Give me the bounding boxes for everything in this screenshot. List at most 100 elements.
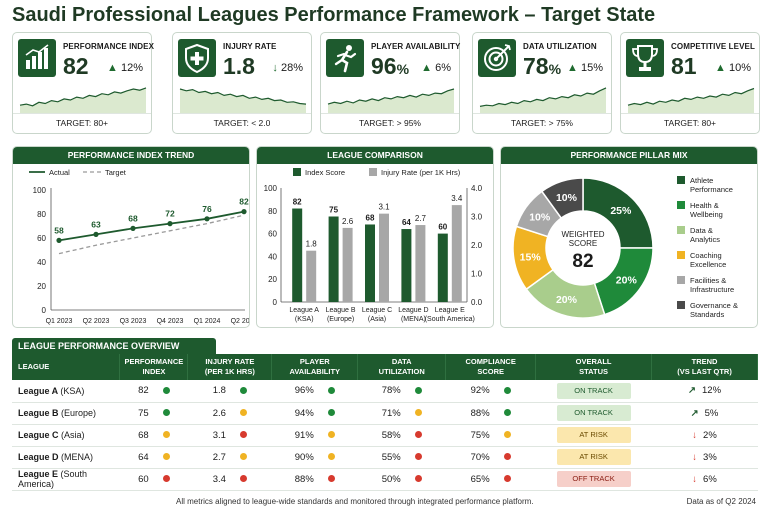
kpi-target: TARGET: > 75%: [473, 113, 611, 128]
metric-value: 75: [138, 407, 149, 419]
trend-value: 12%: [702, 385, 722, 397]
legend-swatch: [677, 176, 685, 184]
metric-value: 71%: [381, 407, 401, 419]
data-label: 64: [402, 218, 411, 227]
league-region: (Asia): [61, 430, 85, 440]
status-dot-red: [239, 475, 247, 483]
status-dot-yellow: [327, 453, 335, 461]
data-label: 68: [366, 213, 375, 222]
league-comparison-chart: 0 20 40 60 80 100 0.0 1.0 2.0 3.0 4.0 82 1.8 League A…: [264, 168, 483, 323]
x-tick-label: League A: [289, 307, 319, 314]
league-cell: League D (MENA): [12, 446, 120, 469]
data-label: 72: [165, 209, 175, 219]
arrow-up-icon: ▲: [567, 62, 581, 74]
legend-label: Athlete: [690, 176, 713, 185]
y-tick-label: 0: [42, 306, 47, 315]
metric-cell: 75: [119, 402, 188, 425]
bar-index-score: [328, 216, 339, 302]
legend-label-sub: Analytics: [690, 235, 720, 244]
data-label: 1.8: [306, 240, 318, 249]
metric-cell: 1.8: [187, 380, 272, 403]
legend-label-index: Index Score: [305, 168, 345, 177]
league-cell: League B (Europe): [12, 402, 120, 425]
sparkline-line: [627, 87, 755, 106]
legend-label: Health &: [690, 201, 719, 210]
status-cell: AT RISK: [535, 446, 652, 469]
data-point-actual: [241, 209, 247, 215]
bar-index-score: [292, 208, 303, 302]
legend-label-sub: Wellbeing: [690, 210, 723, 219]
table-row: League A (KSA) 82 1.8 96% 78% 92% ON TRACK ↗ 12%: [12, 380, 758, 403]
metric-value: 82: [138, 385, 149, 397]
status-dot-red: [503, 453, 511, 461]
column-header: PLAYER AVAILABILITY: [271, 354, 359, 380]
trend-cell: ↓ 3%: [651, 446, 758, 469]
column-header: COMPLIANCE SCORE: [445, 354, 537, 380]
metric-cell: 70%: [445, 446, 536, 469]
status-badge: AT RISK: [556, 427, 631, 443]
metric-cell: 88%: [271, 468, 358, 491]
table-header-row: LEAGUE PERFORMANCE INDEX INJURY RATE (PER 1K…: [12, 354, 758, 380]
league-name: League B: [18, 408, 62, 418]
status-cell: OFF TRACK: [535, 468, 652, 491]
x-tick-label: Q4 2023: [157, 318, 184, 325]
x-tick-label-sub: (Europe): [327, 316, 354, 323]
metric-cell: 3.4: [187, 468, 272, 491]
kpi-label: PERFORMANCE INDEX: [63, 42, 155, 51]
x-tick-label-sub: (MENA): [401, 316, 426, 323]
metric-value: 55%: [381, 451, 401, 463]
kpi-value: 78%: [523, 53, 562, 79]
bar-injury-rate: [306, 250, 317, 302]
legend-swatch: [677, 251, 685, 259]
sparkline-area: [328, 89, 454, 113]
comparison-panel: LEAGUE COMPARISON 0 20 40 60 80 100 0.0 1.0 2.0 3…: [256, 146, 494, 328]
legend-swatch: [677, 201, 685, 209]
legend-swatch: [677, 276, 685, 284]
legend-swatch-injury: [369, 168, 377, 176]
status-dot-yellow: [503, 431, 511, 439]
column-header: LEAGUE: [12, 354, 121, 380]
pillar-panel: PERFORMANCE PILLAR MIX 25% 20% 20% 15% 10% 10…: [500, 146, 758, 328]
sparkline-line: [19, 87, 147, 107]
kpi-change: ▲ 6%: [421, 62, 451, 74]
x-tick-label-sub: (South America): [425, 316, 475, 323]
metric-cell: 3.1: [187, 424, 272, 447]
status-dot-green: [503, 387, 511, 395]
x-tick-label-sub: (KSA): [295, 316, 314, 323]
performance-trend-chart: 0 20 40 60 80 100 Q1 2023 Q2 2023 Q3 2023 Q4 2023…: [29, 168, 249, 325]
y-tick-label: 20: [37, 282, 46, 291]
metric-value: 88%: [470, 407, 490, 419]
slice-label: 10%: [529, 212, 551, 224]
sparkline-area: [180, 89, 306, 113]
sparkline-line: [179, 88, 307, 105]
sparkline-line: [327, 88, 455, 105]
status-dot-yellow: [239, 409, 247, 417]
league-overview-table: LEAGUE PERFORMANCE INDEX INJURY RATE (PER 1K…: [12, 354, 758, 491]
bar-injury-rate: [379, 213, 389, 302]
metric-cell: 91%: [271, 424, 358, 447]
metric-cell: 88%: [445, 402, 536, 425]
metric-cell: 94%: [271, 402, 358, 425]
metric-cell: 60: [119, 468, 188, 491]
target-icon: [478, 39, 516, 77]
x-tick-label: League C: [362, 307, 392, 314]
center-label: WEIGHTED: [561, 230, 604, 239]
kpi-change-value: 12%: [120, 62, 143, 74]
trend-panel-title: PERFORMANCE INDEX TREND: [13, 147, 249, 164]
legend-swatch-index: [293, 168, 301, 176]
legend-label: Data &: [690, 226, 713, 235]
status-dot-green: [162, 409, 170, 417]
sparkline-area: [480, 87, 606, 113]
metric-value: 68: [138, 429, 149, 441]
column-header: OVERALL STATUS: [535, 354, 653, 380]
trophy-icon: [626, 39, 664, 77]
metric-cell: 71%: [357, 402, 446, 425]
x-tick-label: League B: [326, 307, 356, 314]
comparison-panel-title: LEAGUE COMPARISON: [257, 147, 493, 164]
kpi-label: INJURY RATE: [223, 42, 277, 51]
kpi-change-value: 15%: [580, 62, 603, 74]
kpi-label: PLAYER AVAILABILITY: [371, 42, 461, 51]
status-badge: AT RISK: [556, 449, 631, 465]
trend-cell: ↓ 2%: [651, 424, 758, 447]
metric-cell: 75%: [445, 424, 536, 447]
